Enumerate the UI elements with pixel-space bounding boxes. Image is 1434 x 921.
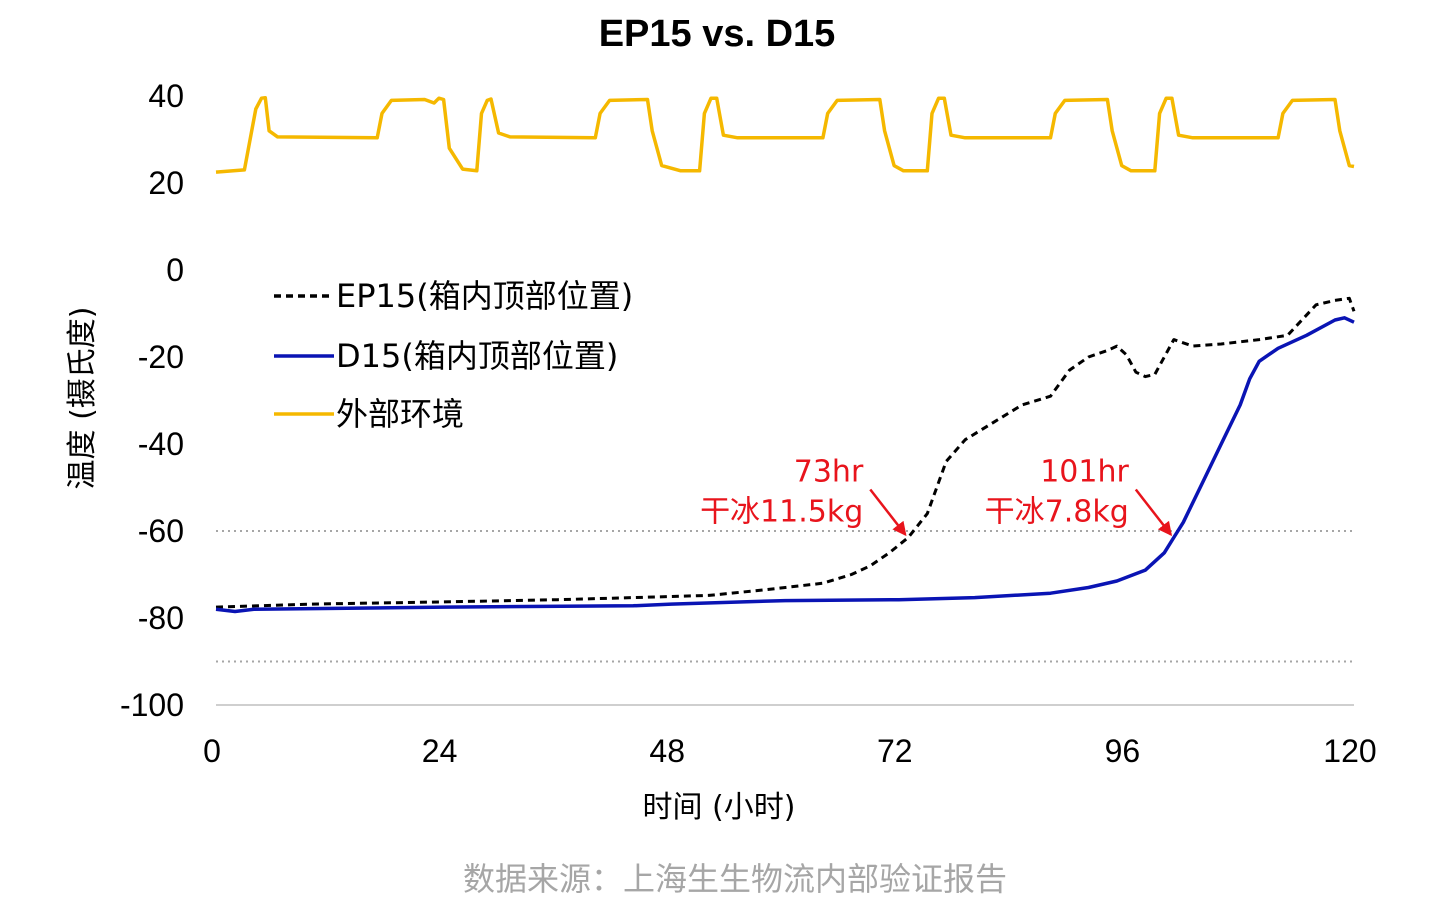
ambient-tick-label: 20: [148, 165, 184, 201]
source-note: 数据来源：上海生生物流内部验证报告: [463, 860, 1007, 898]
y-tick-label: -100: [120, 687, 184, 723]
x-tick-label: 48: [649, 733, 685, 769]
y-axis-label: 温度 (摄氏度): [65, 307, 100, 490]
ambient-axis-ticks: 40 20: [148, 78, 184, 201]
annotation-dry-ice: 干冰7.8kg: [985, 495, 1129, 530]
annotation-layer: 73hr 干冰11.5kg 101hr 干冰7.8kg: [700, 455, 1173, 537]
y-axis-ticks: 0 -20 -40 -60 -80 -100: [120, 252, 184, 723]
legend-label: 外部环境: [336, 395, 464, 433]
series-line-1: [215, 316, 1355, 614]
x-axis-ticks: 0 24 48 72 96 120: [203, 733, 1377, 769]
annotation-hours: 73hr: [794, 455, 864, 490]
x-tick-label: 72: [877, 733, 913, 769]
y-tick-label: -40: [138, 426, 184, 462]
chart-title: EP15 vs. D15: [599, 13, 836, 55]
legend-label: EP15(箱内顶部位置): [336, 277, 633, 315]
annotation-hours: 101hr: [1040, 455, 1129, 490]
annotation-dry-ice: 干冰11.5kg: [700, 495, 863, 530]
x-axis-label: 时间 (小时): [643, 790, 796, 825]
series-line-2: [215, 95, 1355, 174]
y-tick-label: -60: [138, 513, 184, 549]
legend: EP15(箱内顶部位置) D15(箱内顶部位置) 外部环境: [274, 277, 633, 433]
x-tick-label: 0: [203, 733, 221, 769]
series-line-0: [215, 296, 1356, 609]
legend-label: D15(箱内顶部位置): [336, 337, 618, 375]
y-tick-label: -80: [138, 600, 184, 636]
annotation-arrow: [1134, 488, 1173, 537]
x-tick-label: 24: [422, 733, 458, 769]
series-layer: [215, 95, 1356, 614]
y-tick-label: 0: [166, 252, 184, 288]
x-tick-label: 96: [1105, 733, 1141, 769]
annotation-arrow: [869, 488, 907, 537]
y-tick-label: -20: [138, 339, 184, 375]
x-tick-label: 120: [1323, 733, 1376, 769]
ambient-tick-label: 40: [148, 78, 184, 114]
reference-lines: [216, 530, 1354, 663]
